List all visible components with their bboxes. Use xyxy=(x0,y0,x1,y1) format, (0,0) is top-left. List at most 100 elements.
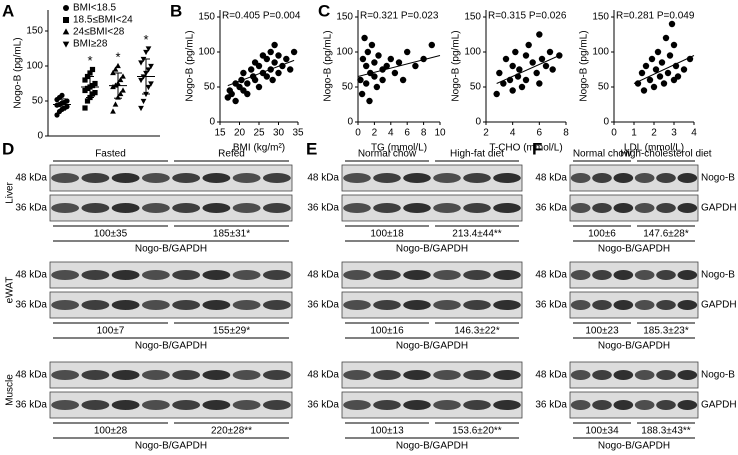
blot-band xyxy=(81,300,110,310)
y-tick-label: 150 xyxy=(336,12,353,23)
y-tick-label: 50 xyxy=(32,96,44,107)
data-point xyxy=(358,90,366,98)
quant-value: 100±28 xyxy=(94,426,128,437)
data-point xyxy=(686,55,694,63)
legend-label: BMI<18.5 xyxy=(73,3,117,14)
kda-label: 48 kDa xyxy=(15,370,47,381)
blot-band xyxy=(677,400,698,410)
data-point xyxy=(522,76,530,84)
blot-band xyxy=(373,400,401,410)
data-point xyxy=(271,59,278,66)
y-axis-label: Nogo-B (pg/mL) xyxy=(185,30,196,101)
data-point xyxy=(642,62,650,70)
blot-band xyxy=(656,270,676,280)
data-point xyxy=(509,62,516,70)
group-label: Refed xyxy=(218,149,245,160)
kda-label: 36 kDa xyxy=(307,300,339,311)
group-label: Fasted xyxy=(95,149,126,160)
data-point xyxy=(638,69,646,77)
y-tick-label: 0 xyxy=(475,117,481,128)
blot-band xyxy=(463,300,491,310)
blot-band xyxy=(403,370,431,380)
blot-band xyxy=(433,300,461,310)
blot-band xyxy=(51,203,80,213)
x-tick-label: 6 xyxy=(404,128,410,139)
data-point xyxy=(64,98,70,104)
kda-label: 48 kDa xyxy=(15,270,47,281)
kda-label: 36 kDa xyxy=(535,400,567,411)
x-tick-label: 3 xyxy=(671,128,677,139)
blot-frame xyxy=(341,391,523,419)
blot-band xyxy=(634,203,655,213)
legend-label: 24≤BMI<28 xyxy=(73,27,125,38)
blot-band xyxy=(403,400,431,410)
blot-band xyxy=(373,203,401,213)
data-point xyxy=(287,66,294,73)
x-tick-label: 2 xyxy=(372,128,378,139)
blot-band xyxy=(172,173,201,183)
x-tick-label: 4 xyxy=(691,128,697,139)
blot-band xyxy=(463,370,491,380)
data-point xyxy=(648,55,656,63)
kda-label: 48 kDa xyxy=(307,370,339,381)
blot-band xyxy=(51,300,80,310)
data-point xyxy=(522,52,530,59)
y-tick-label: 0 xyxy=(347,117,353,128)
data-point xyxy=(82,105,88,111)
blot-band xyxy=(592,400,612,410)
data-point xyxy=(112,101,119,107)
blot-band xyxy=(232,173,261,183)
group-label: High-cholesterol diet xyxy=(620,149,711,160)
x-tick-label: 8 xyxy=(421,128,427,139)
quant-value: 185±31* xyxy=(213,229,250,240)
x-tick-label: 8 xyxy=(563,128,569,139)
y-tick-label: 50 xyxy=(470,82,482,93)
data-point xyxy=(255,62,263,70)
kda-label: 36 kDa xyxy=(535,300,567,311)
group-label: High-fat diet xyxy=(450,149,504,160)
blot-band xyxy=(613,300,634,310)
blot-band xyxy=(51,370,80,380)
blot-band xyxy=(232,270,261,280)
blot-band xyxy=(463,173,491,183)
y-axis-label: Nogo-B (pg/mL) xyxy=(451,30,462,101)
data-point xyxy=(538,55,546,63)
data-point xyxy=(148,81,154,87)
kda-label: 48 kDa xyxy=(535,173,567,184)
data-point xyxy=(379,76,386,84)
blot-band xyxy=(613,270,634,280)
blot-band xyxy=(81,370,110,380)
data-point xyxy=(359,55,367,63)
tissue-label: Liver xyxy=(5,181,16,203)
data-point xyxy=(516,66,523,73)
kda-label: 48 kDa xyxy=(535,370,567,381)
blot-band xyxy=(592,270,612,280)
data-point xyxy=(283,55,290,63)
blot-band xyxy=(111,300,140,310)
blot-band xyxy=(51,400,80,410)
data-point xyxy=(251,76,259,84)
quant-value: 153.6±20** xyxy=(452,426,502,437)
blot-frame xyxy=(569,261,699,289)
data-point xyxy=(357,76,364,84)
data-point xyxy=(366,97,373,105)
blot-band xyxy=(433,203,461,213)
blot-band xyxy=(51,173,80,183)
x-tick-label: 4 xyxy=(388,128,394,139)
data-point xyxy=(383,62,390,70)
data-point xyxy=(92,80,98,87)
data-point xyxy=(536,80,543,87)
blot-band xyxy=(81,203,110,213)
data-point xyxy=(92,90,98,96)
blot-band xyxy=(232,370,261,380)
blot-frame xyxy=(569,391,699,419)
blot-band xyxy=(232,203,261,213)
blot-band xyxy=(81,173,110,183)
data-point xyxy=(666,52,674,59)
data-point xyxy=(138,77,144,84)
data-point xyxy=(364,48,372,56)
blot-band xyxy=(343,370,371,380)
data-point xyxy=(428,41,435,49)
y-tick-label: 100 xyxy=(26,61,43,72)
